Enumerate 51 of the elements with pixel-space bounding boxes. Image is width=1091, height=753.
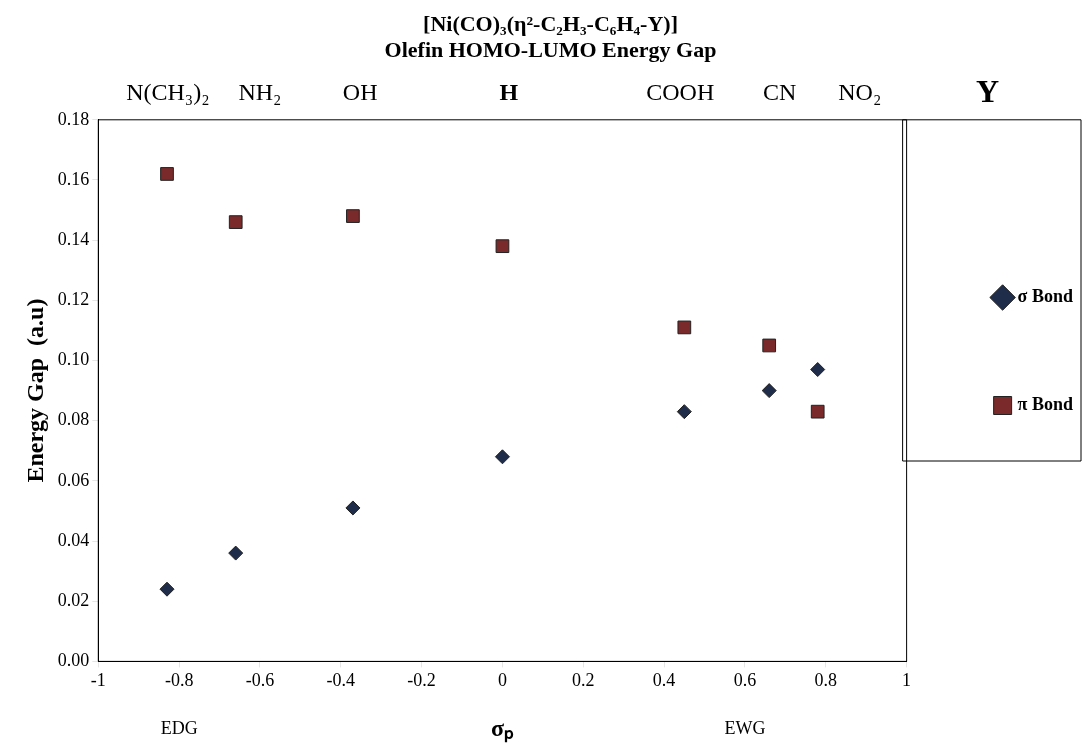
text: OH [342, 79, 378, 106]
y-tick-label: 0.06 [57, 469, 90, 490]
point [761, 383, 777, 399]
point [762, 338, 777, 353]
chart-title: [Ni(CO)₃(η²-C₂H₃-C₆H₄-Y)] [423, 10, 678, 36]
y-tick-label: 0.12 [57, 289, 90, 310]
x-tick-label: 0.8 [814, 669, 838, 690]
text: EDG [160, 718, 198, 739]
text: COOH [646, 79, 715, 106]
point [810, 404, 825, 419]
x-tick-label: 0.6 [733, 669, 757, 690]
point [228, 545, 244, 561]
legend-label: π Bond [1017, 394, 1073, 415]
point [677, 320, 692, 335]
text: CN [763, 79, 797, 106]
x-tick-label: -0.4 [326, 669, 356, 690]
y-tick-label: 0.18 [57, 108, 90, 129]
text: Y [975, 73, 999, 110]
legend-label: σ Bond [1017, 286, 1073, 307]
point [676, 404, 692, 420]
point [345, 500, 361, 516]
y-tick-label: 0.04 [57, 529, 90, 550]
y-tick-label: 0.08 [57, 409, 90, 430]
point [810, 362, 826, 378]
x-tick-label: 0 [497, 669, 507, 690]
y-tick-label: 0.16 [57, 168, 90, 189]
y-tick-label: 0.02 [57, 589, 90, 610]
text: N(CH₃)₂ [126, 79, 210, 106]
point [495, 239, 510, 254]
x-tick-label: -1 [90, 669, 106, 690]
chart-subtitle: Olefin HOMO-LUMO Energy Gap [384, 37, 717, 63]
text: σₚ [490, 714, 514, 743]
point [494, 449, 510, 465]
y-axis-title: Energy Gap (a.u) [21, 298, 48, 483]
x-tick-label: -0.6 [245, 669, 275, 690]
point [159, 581, 175, 597]
point [346, 209, 360, 223]
text: EWG [724, 718, 766, 739]
x-tick-label: 0.4 [652, 669, 676, 690]
y-tick-label: 0.00 [57, 650, 90, 671]
x-tick-label: -0.8 [164, 669, 194, 690]
point [228, 215, 243, 229]
x-tick-label: -0.2 [407, 669, 436, 690]
x-tick-label: 1 [902, 669, 912, 690]
y-tick-label: 0.10 [57, 349, 90, 370]
text: NH₂ [238, 79, 282, 106]
point [160, 167, 174, 181]
text: NO₂ [838, 79, 882, 106]
y-tick-label: 0.14 [57, 228, 90, 249]
x-tick-label: 0.2 [572, 669, 595, 690]
text: H [499, 79, 519, 105]
